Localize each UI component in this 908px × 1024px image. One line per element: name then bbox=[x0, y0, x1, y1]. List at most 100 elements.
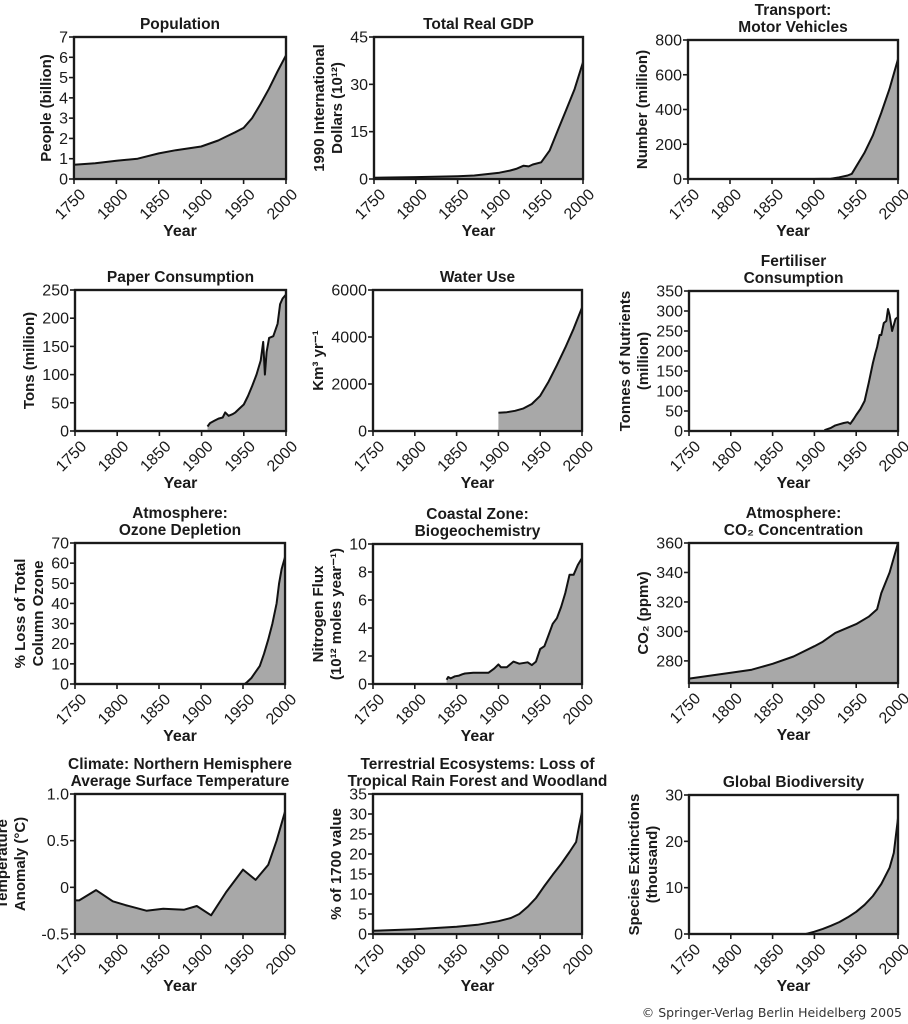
x-axis-label: Year bbox=[776, 223, 810, 240]
y-axis-label: Dollars (10¹²) bbox=[329, 62, 346, 154]
chart-title: Water Use bbox=[440, 269, 516, 286]
y-tick-label: 8 bbox=[358, 565, 367, 582]
y-tick-label: 300 bbox=[656, 304, 683, 321]
y-tick-label: 200 bbox=[655, 137, 682, 154]
x-tick-label: 1950 bbox=[834, 186, 871, 223]
chart-panel-co2: 280 300 320 340 360 1750 1800 1850 1900 1950 2000 Y… bbox=[635, 505, 908, 744]
x-tick-label: 1850 bbox=[137, 438, 174, 475]
data-area bbox=[689, 543, 898, 683]
y-tick-label: 2 bbox=[59, 131, 68, 148]
y-axis-label: Temperature bbox=[0, 819, 11, 909]
y-tick-label: 20 bbox=[349, 847, 367, 864]
x-tick-label: 1950 bbox=[518, 691, 555, 728]
x-tick-label: 1750 bbox=[351, 941, 388, 978]
x-tick-label: 1800 bbox=[393, 691, 430, 728]
data-area bbox=[373, 812, 582, 934]
chart-panel-rainforest: 0 5 10 15 20 25 30 35 1750 1800 1850 1900 1950 2000 Ye… bbox=[328, 756, 607, 995]
x-axis-label: Year bbox=[163, 728, 197, 745]
plot-border bbox=[73, 541, 287, 686]
x-tick-label: 1800 bbox=[94, 186, 131, 223]
x-axis-label: Year bbox=[462, 223, 496, 240]
x-tick-label: 1850 bbox=[751, 941, 788, 978]
y-tick-label: 40 bbox=[51, 596, 69, 613]
plot-border bbox=[371, 288, 584, 433]
y-tick-label: 0 bbox=[358, 927, 367, 944]
y-axis-label: (10¹² moles year⁻¹) bbox=[328, 548, 345, 680]
y-tick-label: 2 bbox=[358, 649, 367, 666]
y-tick-label: 300 bbox=[656, 624, 683, 641]
y-tick-label: 5 bbox=[358, 907, 367, 924]
x-tick-label: 1950 bbox=[834, 941, 871, 978]
x-tick-label: 1950 bbox=[222, 186, 259, 223]
chart-title: Climate: Northern Hemisphere bbox=[68, 756, 292, 773]
y-axis-label: Anomaly (°C) bbox=[12, 817, 29, 911]
y-axis-label: % of 1700 value bbox=[328, 808, 345, 920]
chart-title: Atmosphere: bbox=[132, 505, 228, 522]
x-tick-label: 1800 bbox=[709, 690, 746, 727]
data-line bbox=[372, 811, 583, 932]
chart-title: Terrestrial Ecosystems: Loss of bbox=[360, 756, 595, 773]
y-axis-label: (thousand) bbox=[644, 826, 661, 903]
data-line bbox=[373, 61, 584, 179]
chart-panel-ozone: 0 10 20 30 40 50 60 70 1750 1800 1850 1900 1950 2000 Y… bbox=[12, 505, 300, 745]
y-axis-label: 1990 International bbox=[311, 44, 328, 172]
data-line bbox=[73, 54, 287, 166]
chart-title: CO₂ Concentration bbox=[724, 522, 864, 539]
chart-title: Atmosphere: bbox=[746, 505, 842, 522]
data-area bbox=[446, 558, 582, 684]
x-tick-label: 2000 bbox=[263, 691, 300, 728]
x-tick-label: 1900 bbox=[792, 438, 829, 475]
data-line bbox=[688, 542, 899, 680]
chart-panel-biodiversity: 0 10 20 30 1750 1800 1850 1900 1950 2000 Year Globa… bbox=[626, 774, 908, 995]
x-tick-label: 1750 bbox=[53, 691, 90, 728]
chart-panel-temperature: -0.5 0 0.5 1.0 1750 1800 1850 1900 1950 2000 Year C… bbox=[0, 756, 300, 995]
x-tick-label: 1900 bbox=[179, 691, 216, 728]
y-tick-label: 7 bbox=[59, 30, 68, 47]
x-tick-label: 1850 bbox=[137, 186, 174, 223]
chart-title: Biogeochemistry bbox=[415, 523, 541, 540]
data-line bbox=[244, 556, 286, 685]
y-axis-label: Nitrogen Flux bbox=[310, 565, 327, 662]
x-axis-label: Year bbox=[163, 223, 197, 240]
chart-panel-paper: 0 50 100 150 200 250 1750 1800 1850 1900 1950 2000 Y… bbox=[21, 269, 301, 492]
y-tick-label: 1.0 bbox=[47, 787, 69, 804]
y-tick-label: 0 bbox=[358, 677, 367, 694]
y-axis-label: Species Extinctions bbox=[626, 794, 643, 936]
y-axis-label: Tonnes of Nutrients bbox=[617, 291, 634, 432]
x-tick-label: 1750 bbox=[352, 186, 389, 223]
x-tick-label: 1750 bbox=[52, 186, 89, 223]
y-tick-label: 0 bbox=[59, 172, 68, 189]
x-tick-label: 2000 bbox=[264, 186, 301, 223]
plot-border bbox=[371, 792, 584, 936]
y-tick-label: 4 bbox=[358, 621, 367, 638]
y-tick-label: 250 bbox=[42, 283, 69, 300]
y-tick-label: 0 bbox=[60, 880, 69, 897]
data-area bbox=[688, 59, 898, 179]
y-tick-label: 2000 bbox=[331, 377, 367, 394]
copyright-notice: © Springer-Verlag Berlin Heidelberg 2005 bbox=[641, 1005, 902, 1020]
x-tick-label: 2000 bbox=[876, 941, 908, 978]
x-axis-label: Year bbox=[461, 728, 495, 745]
y-tick-label: 200 bbox=[42, 311, 69, 328]
chart-title: Total Real GDP bbox=[423, 16, 534, 33]
plot-border bbox=[73, 288, 288, 433]
chart-panel-population: 0 1 2 3 4 5 6 7 1750 1800 1850 1900 1950 2000 Year Popu… bbox=[38, 16, 301, 240]
x-tick-label: 1850 bbox=[751, 438, 788, 475]
y-tick-label: 10 bbox=[51, 656, 69, 673]
x-axis-label: Year bbox=[163, 978, 197, 995]
y-tick-label: 30 bbox=[349, 807, 367, 824]
y-tick-label: 0 bbox=[674, 927, 683, 944]
x-tick-label: 1900 bbox=[179, 186, 216, 223]
chart-title: Paper Consumption bbox=[107, 269, 254, 286]
y-tick-label: 0 bbox=[674, 424, 683, 441]
y-tick-label: 25 bbox=[349, 827, 367, 844]
data-area bbox=[498, 307, 582, 431]
y-tick-label: 320 bbox=[656, 594, 683, 611]
y-tick-label: 70 bbox=[51, 536, 69, 553]
y-axis-label: Km³ yr⁻¹ bbox=[310, 330, 327, 390]
chart-title: Average Surface Temperature bbox=[71, 773, 290, 790]
x-tick-label: 1950 bbox=[518, 941, 555, 978]
chart-panel-gdp: 0 15 30 45 1750 1800 1850 1900 1950 2000 Year Total… bbox=[311, 16, 598, 240]
y-tick-label: 20 bbox=[665, 834, 683, 851]
